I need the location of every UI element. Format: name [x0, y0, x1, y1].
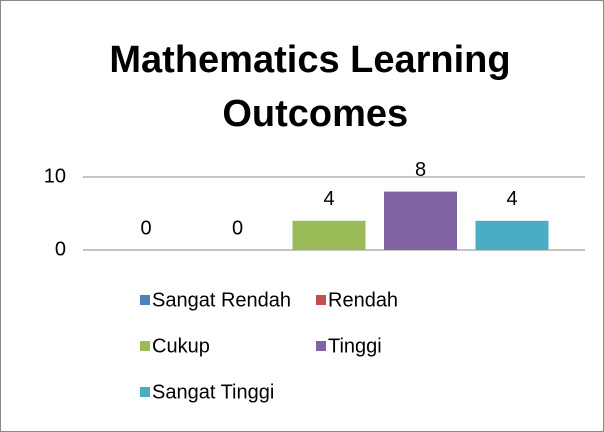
- legend-swatch: [316, 341, 326, 351]
- chart-title: Mathematics Learning Outcomes: [109, 39, 510, 135]
- legend-label: Cukup: [152, 335, 210, 357]
- data-label: 8: [415, 159, 426, 181]
- legend-label: Rendah: [328, 289, 398, 311]
- bar: [384, 191, 457, 250]
- data-label: 4: [323, 188, 334, 210]
- bar: [292, 220, 366, 250]
- legend-swatch: [140, 387, 150, 397]
- legend-swatch: [140, 341, 150, 351]
- y-tick-label: 10: [44, 165, 66, 187]
- legend-label: Sangat Tinggi: [152, 381, 274, 403]
- legend-label: Tinggi: [328, 335, 382, 357]
- legend-swatch: [316, 295, 326, 305]
- data-label: 0: [140, 217, 151, 239]
- bar: [475, 220, 549, 250]
- legend-swatch: [140, 295, 150, 305]
- y-tick-label: 0: [55, 238, 66, 260]
- data-label: 0: [232, 217, 243, 239]
- legend-label: Sangat Rendah: [152, 289, 291, 311]
- data-label: 4: [506, 188, 517, 210]
